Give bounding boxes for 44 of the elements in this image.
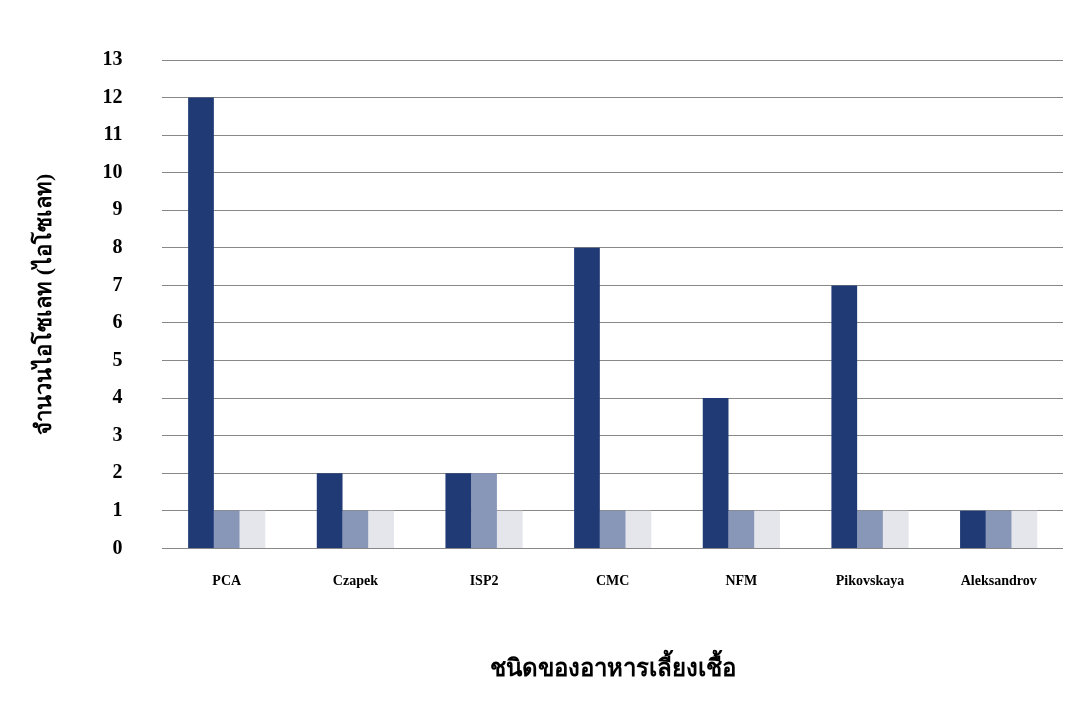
bar (239, 510, 266, 548)
y-tick-label: 9 (112, 197, 123, 220)
bar (445, 473, 472, 548)
y-tick-label: 7 (112, 272, 123, 295)
y-tick-label: 0 (112, 535, 123, 558)
y-axis-title: จำนวนไอโซเลท (ไอโซเลท) (29, 173, 56, 435)
x-tick-label: Aleksandrov (960, 573, 1037, 589)
bar (316, 473, 343, 548)
x-tick-label: NFM (725, 573, 758, 589)
x-tick-label: Pikovskaya (835, 573, 905, 589)
y-tick-label: 1 (112, 498, 123, 520)
bar (985, 510, 1012, 548)
bar (188, 97, 214, 548)
bar (882, 510, 909, 548)
x-tick-label: Czapek (332, 573, 379, 589)
y-tick-label: 4 (112, 385, 123, 408)
bar (213, 510, 240, 548)
bar (831, 285, 858, 548)
y-tick-label: 11 (103, 122, 123, 145)
y-tick-label: 3 (112, 422, 123, 445)
y-tick-label: 6 (112, 310, 123, 333)
y-tick-label: 13 (102, 47, 123, 70)
bar (857, 510, 883, 548)
x-tick-label: CMC (595, 573, 630, 589)
bar (368, 510, 394, 548)
y-tick-label: 10 (102, 159, 123, 182)
bar (960, 510, 986, 548)
bar (342, 510, 369, 548)
x-tick-label: ISP2 (469, 573, 499, 589)
bar (471, 473, 497, 548)
bar (1011, 510, 1038, 548)
y-tick-label: 2 (112, 460, 123, 483)
y-tick-label: 12 (102, 84, 123, 107)
bar (496, 510, 523, 548)
bar (728, 510, 755, 548)
x-axis-title: ชนิดของอาหารเลี้ยงเชื้อ (489, 648, 736, 681)
y-tick-label: 8 (112, 235, 123, 258)
y-tick-label: 5 (112, 347, 123, 370)
bar (599, 510, 626, 548)
bar (702, 398, 729, 548)
bar (574, 247, 600, 548)
bar (625, 510, 652, 548)
x-tick-label: PCA (212, 573, 242, 589)
bar (754, 510, 780, 548)
